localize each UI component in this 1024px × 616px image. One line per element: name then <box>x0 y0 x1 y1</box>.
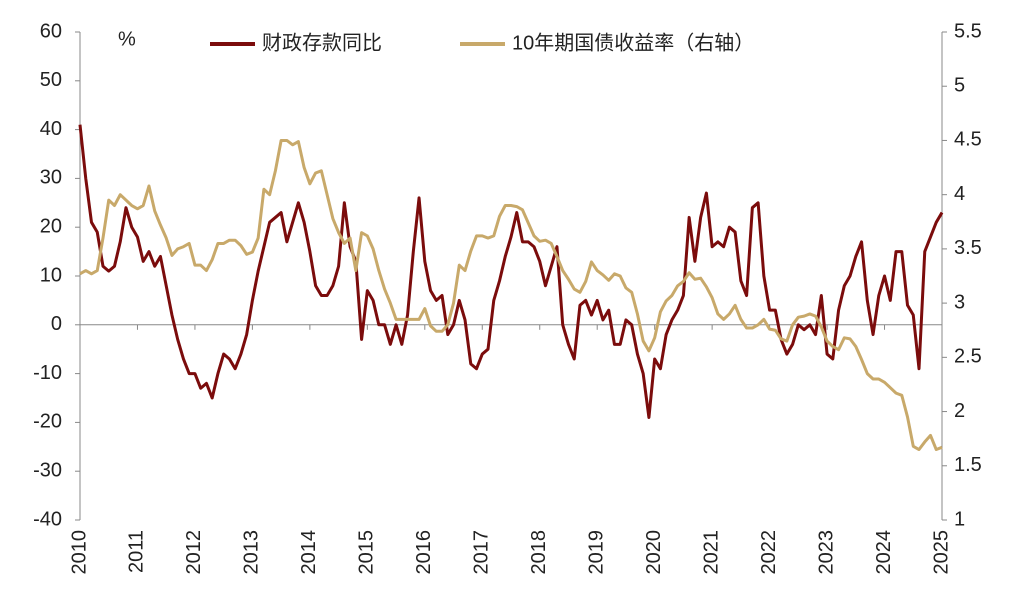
y-tick-label: -30 <box>33 459 62 481</box>
y-unit-label: % <box>118 28 136 50</box>
y2-tick-label: 2.5 <box>954 346 982 368</box>
x-tick-label: 2015 <box>356 530 378 575</box>
y-tick-label: 60 <box>40 20 62 42</box>
x-tick-label: 2014 <box>298 530 320 575</box>
y2-tick-label: 3 <box>954 291 965 313</box>
x-tick-label: 2011 <box>126 530 148 573</box>
legend-label: 10年期国债收益率（右轴） <box>512 31 754 54</box>
y-tick-label: 0 <box>51 313 62 335</box>
x-tick-label: 2023 <box>815 530 837 575</box>
y2-tick-label: 4 <box>954 183 965 205</box>
x-tick-label: 2024 <box>873 530 895 575</box>
x-tick-label: 2013 <box>241 530 263 575</box>
x-tick-label: 2017 <box>471 530 493 575</box>
y-tick-label: 50 <box>40 69 62 91</box>
y-tick-label: 40 <box>40 118 62 140</box>
y-tick-label: -20 <box>33 411 62 433</box>
y-tick-label: 20 <box>40 215 62 237</box>
x-tick-label: 2016 <box>413 530 435 575</box>
y2-tick-label: 1 <box>954 508 965 530</box>
y2-tick-label: 1.5 <box>954 454 982 476</box>
x-tick-label: 2010 <box>68 530 90 575</box>
y2-tick-label: 2 <box>954 400 965 422</box>
x-tick-label: 2025 <box>930 530 952 575</box>
legend-label: 财政存款同比 <box>262 31 382 54</box>
y-tick-label: -40 <box>33 508 62 530</box>
y-tick-label: 10 <box>40 264 62 286</box>
y2-tick-label: 5.5 <box>954 20 982 42</box>
y2-tick-label: 3.5 <box>954 237 982 259</box>
x-tick-label: 2019 <box>585 530 607 575</box>
series-line <box>78 124 944 420</box>
x-tick-label: 2018 <box>528 530 550 575</box>
x-tick-label: 2020 <box>643 530 665 575</box>
x-tick-label: 2022 <box>758 530 780 575</box>
series-line <box>79 138 943 452</box>
x-tick-label: 2012 <box>183 530 205 575</box>
y2-tick-label: 4.5 <box>954 129 982 151</box>
y-tick-label: 30 <box>40 167 62 189</box>
y2-tick-label: 5 <box>954 75 965 97</box>
y-tick-label: -10 <box>33 362 62 384</box>
x-tick-label: 2021 <box>700 530 722 575</box>
